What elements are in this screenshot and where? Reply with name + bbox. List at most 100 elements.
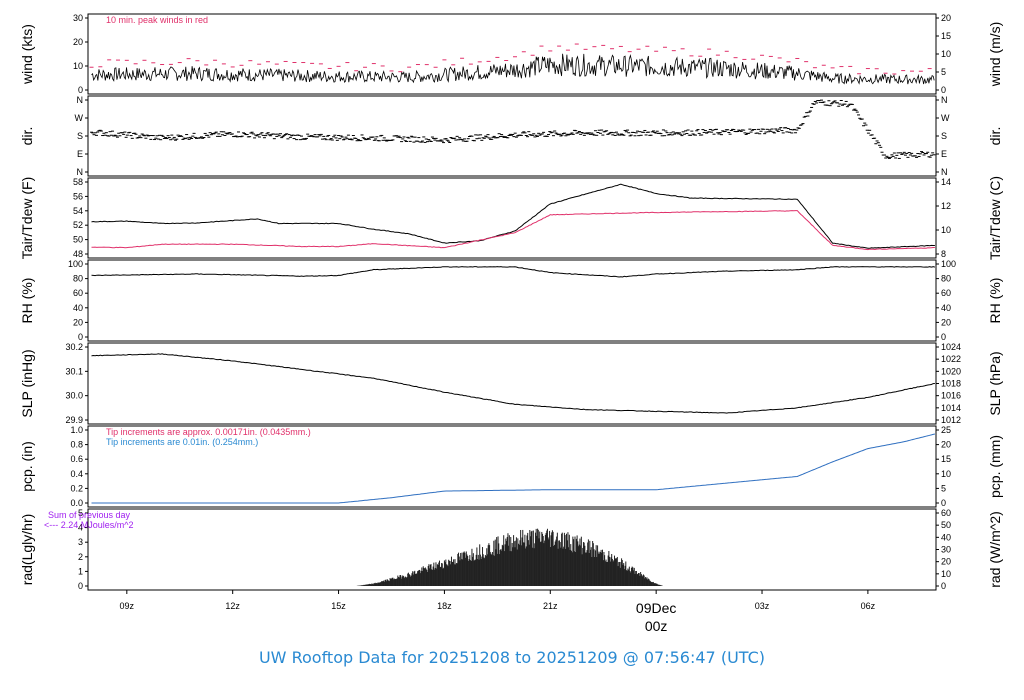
temp-ltick-label: 56 <box>73 191 83 201</box>
rh-ltick-label: 40 <box>73 303 83 313</box>
rh-ltick-label: 80 <box>73 274 83 284</box>
pcp-rtick-label: 0 <box>941 498 946 508</box>
dir-rtick-label: E <box>941 149 947 159</box>
dir-rtick-label: N <box>941 95 948 105</box>
wind-rtick-label: 0 <box>941 85 946 95</box>
pcp-rtick-label: 15 <box>941 454 951 464</box>
wind-rtick-label: 5 <box>941 67 946 77</box>
temp-ylabel-right: Tair/Tdew (C) <box>987 176 1003 260</box>
rh-ylabel-left: RH (%) <box>19 278 35 324</box>
rh-ylabel-right: RH (%) <box>987 278 1003 324</box>
x-tick-label: 12z <box>225 601 240 611</box>
slp-rtick-label: 1018 <box>941 379 961 389</box>
slp-ltick-label: 29.9 <box>65 415 83 425</box>
temp-rtick-label: 12 <box>941 201 951 211</box>
rh-ltick-label: 0 <box>78 332 83 342</box>
rad-ylabel-left: rad(Lgly/hr) <box>19 514 35 586</box>
pcp-ltick-label: 0.8 <box>70 440 83 450</box>
date-time-label: 00z <box>645 618 668 634</box>
temp-rtick-label: 8 <box>941 249 946 259</box>
slp-ltick-label: 30.0 <box>65 391 83 401</box>
pcp-rtick-label: 20 <box>941 440 951 450</box>
temp-ltick-label: 48 <box>73 249 83 259</box>
temp-ltick-label: 54 <box>73 206 83 216</box>
wind-ltick-label: 10 <box>73 61 83 71</box>
rad-panel <box>85 508 939 591</box>
rad-note-sum: Sum of previous day <box>48 510 131 520</box>
temp-ltick-label: 58 <box>73 177 83 187</box>
rad-rtick-label: 10 <box>941 569 951 579</box>
dir-frame <box>87 95 937 177</box>
rad-rtick-label: 50 <box>941 520 951 530</box>
rh-ltick-label: 20 <box>73 317 83 327</box>
rh-ltick-label: 60 <box>73 288 83 298</box>
chart-title: UW Rooftop Data for 20251208 to 20251209… <box>258 648 766 667</box>
rad-ltick-label: 1 <box>78 566 83 576</box>
x-tick-label: 06z <box>861 601 876 611</box>
slp-rtick-label: 1022 <box>941 354 961 364</box>
rad-ltick-label: 2 <box>78 552 83 562</box>
wind-panel <box>85 13 939 95</box>
dir-ltick-label: N <box>77 95 84 105</box>
wind-ltick-label: 20 <box>73 37 83 47</box>
dir-panel <box>85 95 939 177</box>
rad-ltick-label: 4 <box>78 523 83 533</box>
slp-ylabel-left: SLP (inHg) <box>19 349 35 417</box>
temp-series-tair <box>91 183 935 249</box>
rh-frame <box>87 259 937 342</box>
pcp-rtick-label: 25 <box>941 425 951 435</box>
slp-rtick-label: 1016 <box>941 391 961 401</box>
x-tick-label: 21z <box>543 601 558 611</box>
pcp-ltick-label: 0.4 <box>70 469 83 479</box>
pcp-ltick-label: 0.6 <box>70 454 83 464</box>
rad-rtick-label: 0 <box>941 581 946 591</box>
pcp-rtick-label: 10 <box>941 469 951 479</box>
rh-rtick-label: 40 <box>941 303 951 313</box>
temp-rtick-label: 10 <box>941 225 951 235</box>
x-tick-label: 18z <box>437 601 452 611</box>
dir-rtick-label: S <box>941 131 947 141</box>
rh-rtick-label: 0 <box>941 332 946 342</box>
slp-ltick-label: 30.2 <box>65 342 83 352</box>
rh-ltick-label: 100 <box>68 259 83 269</box>
dir-ylabel-right: dir. <box>987 127 1003 146</box>
pcp-ylabel-right: pcp. (mm) <box>987 435 1003 498</box>
slp-frame <box>87 342 937 425</box>
dir-ltick-label: S <box>77 131 83 141</box>
dir-rtick-label: N <box>941 167 948 177</box>
pcp-note-approx: Tip increments are approx. 0.00171in. (0… <box>106 427 311 437</box>
dir-rtick-label: W <box>941 113 950 123</box>
wind-ylabel-left: wind (kts) <box>19 24 35 85</box>
pcp-series-line <box>91 433 936 504</box>
x-axis <box>126 590 869 594</box>
rad-rtick-label: 20 <box>941 557 951 567</box>
rh-series-line <box>91 266 936 278</box>
slp-rtick-label: 1020 <box>941 366 961 376</box>
rad-note-value: <--- 2.24 MJoules/m^2 <box>44 520 134 530</box>
wind-rtick-label: 20 <box>941 13 951 23</box>
dir-ylabel-left: dir. <box>19 127 35 146</box>
pcp-frame <box>87 425 937 508</box>
slp-panel <box>85 342 939 425</box>
x-tick-label: 15z <box>331 601 346 611</box>
wind-speed-line <box>91 53 935 85</box>
dir-ltick-label: N <box>77 167 84 177</box>
rad-rtick-label: 30 <box>941 545 951 555</box>
dir-ltick-label: E <box>77 149 83 159</box>
rh-rtick-label: 60 <box>941 288 951 298</box>
pcp-ltick-label: 0.0 <box>70 498 83 508</box>
slp-rtick-label: 1012 <box>941 415 961 425</box>
pcp-panel <box>85 425 939 508</box>
rad-ltick-label: 0 <box>78 581 83 591</box>
rad-ylabel-right: rad (W/m^2) <box>987 511 1003 588</box>
slp-ltick-label: 30.1 <box>65 366 83 376</box>
temp-panel <box>85 177 939 259</box>
temp-ltick-label: 52 <box>73 220 83 230</box>
wind-rtick-label: 10 <box>941 49 951 59</box>
temp-rtick-label: 14 <box>941 177 951 187</box>
x-tick-label: 03z <box>755 601 770 611</box>
slp-series-line <box>91 353 935 414</box>
slp-rtick-label: 1014 <box>941 403 961 413</box>
wind-ltick-label: 30 <box>73 13 83 23</box>
